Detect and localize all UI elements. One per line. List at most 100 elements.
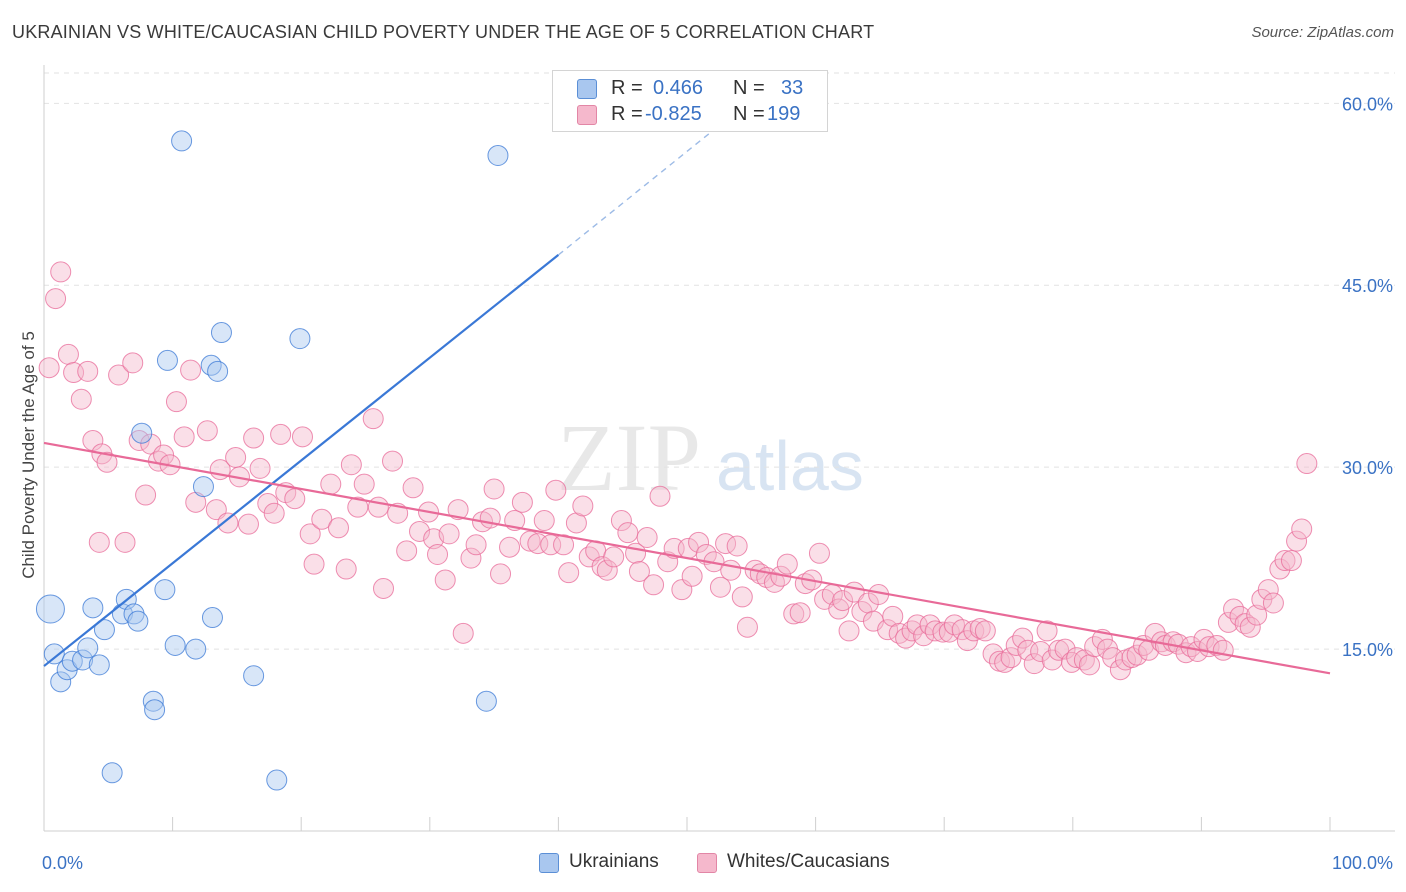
white-caucasian-point <box>553 534 575 556</box>
white-caucasian-point <box>617 522 639 544</box>
white-caucasian-point <box>373 577 395 599</box>
white-caucasian-point <box>57 343 79 365</box>
r-value-whites: -0.825 <box>645 103 702 125</box>
white-caucasian-point <box>545 479 567 501</box>
white-caucasian-point <box>173 426 195 448</box>
x-tick-label: 0.0% <box>42 853 83 873</box>
legend-label-whites: Whites/Caucasians <box>727 851 890 872</box>
white-caucasian-point <box>303 553 325 575</box>
y-tick-label: 45.0% <box>1342 276 1393 296</box>
white-caucasian-point <box>558 562 580 584</box>
source-note: Source: ZipAtlas.com <box>1251 24 1394 41</box>
white-caucasian-point <box>367 496 389 518</box>
white-caucasian-point <box>681 565 703 587</box>
white-caucasian-point <box>1212 639 1234 661</box>
r-label: R = <box>611 77 643 99</box>
white-caucasian-point <box>1054 638 1076 660</box>
watermark-atlas: atlas <box>716 427 864 505</box>
white-caucasian-point <box>1036 620 1058 642</box>
ukrainian-trend-line <box>43 254 560 667</box>
white-caucasian-point <box>776 553 798 575</box>
r-value-ukrainians: 0.466 <box>653 77 704 99</box>
ukrainian-point <box>142 690 164 712</box>
y-tick-label: 15.0% <box>1342 640 1393 660</box>
white-caucasian-point <box>695 543 717 565</box>
white-caucasian-point <box>490 563 512 585</box>
white-caucasian-point <box>438 523 460 545</box>
x-tick-labels: 0.0% 100.0% <box>42 853 1393 873</box>
whites-legend-swatch <box>697 853 717 873</box>
axes <box>43 65 1395 832</box>
white-caucasian-point <box>347 496 369 518</box>
white-caucasian-point <box>726 535 748 557</box>
white-caucasian-point <box>838 620 860 642</box>
white-caucasian-point <box>511 491 533 513</box>
n-label: N = <box>733 77 765 99</box>
white-caucasian-point <box>243 427 265 449</box>
white-caucasian-point <box>96 451 118 473</box>
ukrainian-point <box>207 360 229 382</box>
ukrainian-point <box>88 654 110 676</box>
white-caucasian-point <box>643 574 665 596</box>
white-caucasian-point <box>447 499 469 521</box>
y-axis-label: Child Poverty Under the Age of 5 <box>19 331 38 579</box>
white-caucasian-point <box>460 547 482 569</box>
ukrainian-point <box>210 322 232 344</box>
white-caucasian-point <box>832 590 854 612</box>
white-caucasian-point <box>362 408 384 430</box>
white-caucasian-point <box>1084 636 1106 658</box>
white-caucasian-point <box>311 508 333 530</box>
white-caucasian-point <box>320 473 342 495</box>
ukrainian-point <box>43 643 65 665</box>
white-caucasian-point <box>396 540 418 562</box>
white-caucasian-point <box>196 420 218 442</box>
white-caucasian-point <box>1048 639 1070 661</box>
white-caucasian-point <box>353 473 375 495</box>
r-label: R = <box>611 103 643 125</box>
white-caucasian-point <box>237 513 259 535</box>
white-caucasian-point <box>736 616 758 638</box>
white-caucasian-point <box>533 510 555 532</box>
white-caucasian-point <box>382 450 404 472</box>
white-caucasian-point <box>519 530 541 552</box>
n-label: N = <box>733 103 765 125</box>
white-caucasian-point <box>77 360 99 382</box>
white-caucasian-point <box>38 357 60 379</box>
ukrainian-point <box>127 610 149 632</box>
white-caucasian-point <box>951 619 973 641</box>
white-caucasian-point <box>657 551 679 573</box>
white-caucasian-point <box>205 499 227 521</box>
white-caucasian-point <box>70 388 92 410</box>
white-caucasian-point <box>409 520 431 542</box>
ukrainian-point <box>35 594 65 624</box>
ukrainians-swatch <box>577 79 597 99</box>
white-caucasian-point <box>572 495 594 517</box>
white-caucasian-point <box>452 622 474 644</box>
n-value-ukrainians: 33 <box>781 77 804 99</box>
white-caucasian-point <box>709 576 731 598</box>
ukrainian-point <box>192 476 214 498</box>
white-caucasian-point <box>122 352 144 374</box>
white-caucasian-point <box>263 502 285 524</box>
chart-title: UKRAINIAN VS WHITE/CAUCASIAN CHILD POVER… <box>12 22 875 42</box>
ukrainian-point <box>243 665 265 687</box>
white-caucasian-point <box>610 510 632 532</box>
white-caucasian-point <box>636 527 658 549</box>
white-caucasian-point <box>1291 518 1313 540</box>
ukrainian-point <box>201 607 223 629</box>
white-caucasian-point <box>1030 641 1052 663</box>
white-caucasian-point <box>217 512 239 534</box>
ukrainian-point <box>50 671 72 693</box>
white-caucasian-trend-line <box>43 441 1331 675</box>
white-caucasian-point <box>88 531 110 553</box>
ukrainian-point <box>266 769 288 791</box>
white-caucasian-point <box>596 559 618 581</box>
white-caucasian-point <box>1144 622 1166 644</box>
white-caucasian-point <box>565 512 587 534</box>
white-caucasian-point <box>165 391 187 413</box>
white-caucasian-point <box>783 603 805 625</box>
ukrainian-point <box>185 638 207 660</box>
x-tick-label: 100.0% <box>1332 853 1393 873</box>
ukrainian-point <box>475 690 497 712</box>
ukrainian-point <box>289 328 311 350</box>
